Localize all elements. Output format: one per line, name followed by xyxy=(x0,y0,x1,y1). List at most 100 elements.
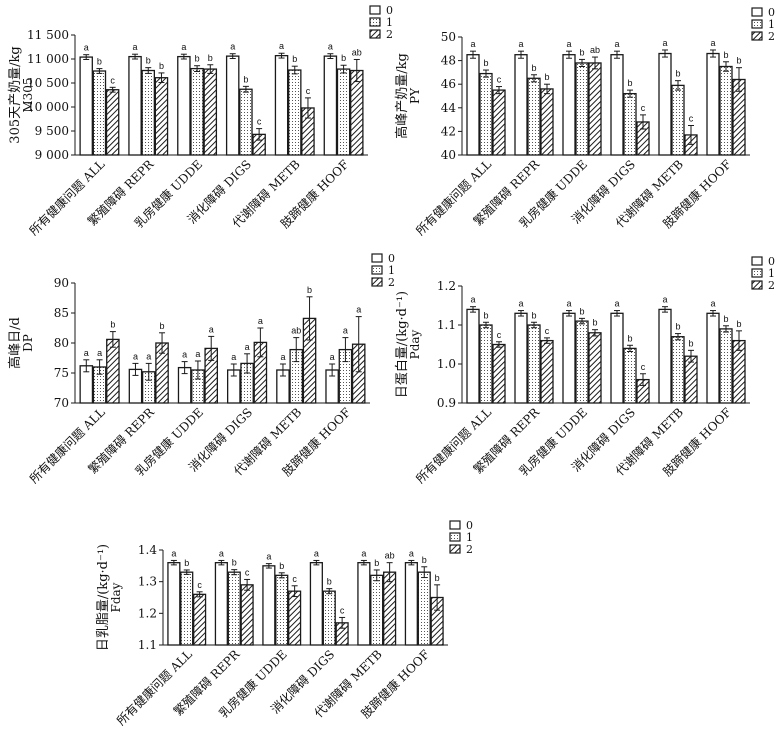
bar-1 xyxy=(141,69,156,156)
legend: 012 xyxy=(449,519,473,556)
y-axis-title-abbrev: DP xyxy=(21,334,35,352)
significance-label: a xyxy=(614,299,619,309)
y-tick-label: 44 xyxy=(441,101,457,115)
y-tick-label: 40 xyxy=(441,148,456,162)
bar-1 xyxy=(479,72,493,156)
significance-label: a xyxy=(84,348,89,358)
legend-swatch-1 xyxy=(449,532,461,542)
significance-label: a xyxy=(356,305,361,315)
legend-swatch-0 xyxy=(449,520,461,530)
significance-label: c xyxy=(545,326,550,336)
bar-0 xyxy=(610,54,624,156)
significance-label: ab xyxy=(352,47,362,57)
bar-2 xyxy=(492,343,506,404)
y-axis-title: 日蛋白量/(kg·d⁻¹) xyxy=(394,291,410,398)
bar-2 xyxy=(105,89,120,156)
significance-label: c xyxy=(110,75,115,85)
significance-label: a xyxy=(181,42,186,52)
bar-1 xyxy=(623,347,637,404)
bar-2 xyxy=(106,338,120,404)
significance-label: a xyxy=(566,39,571,49)
significance-label: ab xyxy=(385,551,395,561)
significance-label: a xyxy=(518,299,523,309)
legend-label: 0 xyxy=(768,6,775,19)
significance-label: c xyxy=(689,114,694,124)
legend-swatch-1 xyxy=(371,265,383,275)
significance-label: a xyxy=(133,351,138,361)
bar-0 xyxy=(79,56,93,156)
y-tick-label: 70 xyxy=(54,396,69,410)
bar-1 xyxy=(336,68,351,156)
significance-label: a xyxy=(328,42,333,52)
significance-label: b xyxy=(675,69,680,79)
bar-2 xyxy=(193,593,207,646)
bar-1 xyxy=(671,336,685,404)
significance-label: b xyxy=(544,72,549,82)
legend-swatch-0 xyxy=(369,5,381,15)
significance-label: b xyxy=(531,310,536,320)
legend-label: 1 xyxy=(768,18,775,31)
y-axis-title-abbrev: M305 xyxy=(21,77,35,112)
significance-label: b xyxy=(97,57,102,67)
y-tick-label: 1.4 xyxy=(138,543,157,557)
legend-swatch-2 xyxy=(751,31,763,41)
legend: 012 xyxy=(369,4,393,41)
significance-label: b xyxy=(627,333,632,343)
y-tick-label: 9 000 xyxy=(35,148,69,162)
legend-swatch-0 xyxy=(371,253,383,263)
bar-1 xyxy=(370,574,384,646)
legend: 012 xyxy=(371,252,395,289)
significance-label: a xyxy=(343,326,348,336)
legend-swatch-1 xyxy=(369,17,381,27)
y-axis-title: 日乳脂量/(kg·d⁻¹) xyxy=(96,544,111,651)
legend-label: 2 xyxy=(768,279,775,292)
significance-label: b xyxy=(243,74,248,84)
significance-label: b xyxy=(723,50,728,60)
bar-1 xyxy=(322,590,336,646)
bar-2 xyxy=(540,339,554,404)
y-tick-label: 11 000 xyxy=(27,52,69,66)
significance-label: b xyxy=(483,310,488,320)
bar-0 xyxy=(514,54,528,156)
bar-1 xyxy=(719,65,733,156)
bar-0 xyxy=(309,562,323,646)
significance-label: b xyxy=(627,78,632,88)
significance-label: b xyxy=(592,318,597,328)
significance-label: b xyxy=(292,54,297,64)
legend-label: 0 xyxy=(388,252,395,265)
y-tick-label: 0.9 xyxy=(437,396,456,410)
significance-label: a xyxy=(710,38,715,48)
significance-label: c xyxy=(306,86,311,96)
y-tick-label: 85 xyxy=(54,306,69,320)
significance-label: a xyxy=(710,299,715,309)
bar-0 xyxy=(466,308,480,404)
bar-1 xyxy=(239,88,253,156)
significance-label: a xyxy=(219,548,224,558)
significance-label: b xyxy=(110,320,115,330)
legend-label: 1 xyxy=(466,531,473,544)
significance-label: a xyxy=(470,295,475,305)
significance-label: c xyxy=(197,580,202,590)
bar-1 xyxy=(575,320,589,404)
significance-label: c xyxy=(245,567,250,577)
bar-1 xyxy=(575,62,589,156)
bar-2 xyxy=(240,584,254,646)
significance-label: b xyxy=(435,573,440,583)
significance-label: a xyxy=(266,552,271,562)
legend-label: 1 xyxy=(768,267,775,280)
y-axis-title-abbrev: PY xyxy=(408,87,422,104)
bar-2 xyxy=(588,62,602,156)
bar-1 xyxy=(287,69,302,156)
significance-label: a xyxy=(258,316,263,326)
significance-label: b xyxy=(422,555,427,565)
legend-label: 0 xyxy=(466,519,473,532)
significance-label: c xyxy=(497,75,502,85)
y-tick-label: 46 xyxy=(441,77,456,91)
legend-swatch-1 xyxy=(751,19,763,29)
significance-label: b xyxy=(723,314,728,324)
y-axis-title-abbrev: Pday xyxy=(408,329,422,359)
significance-label: b xyxy=(736,319,741,329)
bar-1 xyxy=(719,328,733,404)
